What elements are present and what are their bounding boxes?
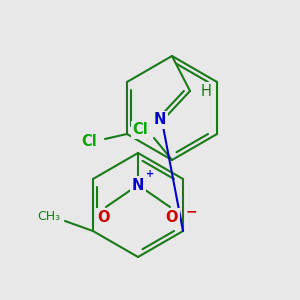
Text: H: H [201, 83, 212, 98]
Text: CH₃: CH₃ [38, 211, 61, 224]
Text: N: N [154, 112, 166, 128]
Text: O: O [166, 209, 178, 224]
Text: O: O [98, 209, 110, 224]
Text: N: N [132, 178, 144, 193]
Text: Cl: Cl [81, 134, 97, 148]
Text: +: + [146, 169, 154, 179]
Text: −: − [186, 204, 198, 218]
Text: Cl: Cl [132, 122, 148, 137]
